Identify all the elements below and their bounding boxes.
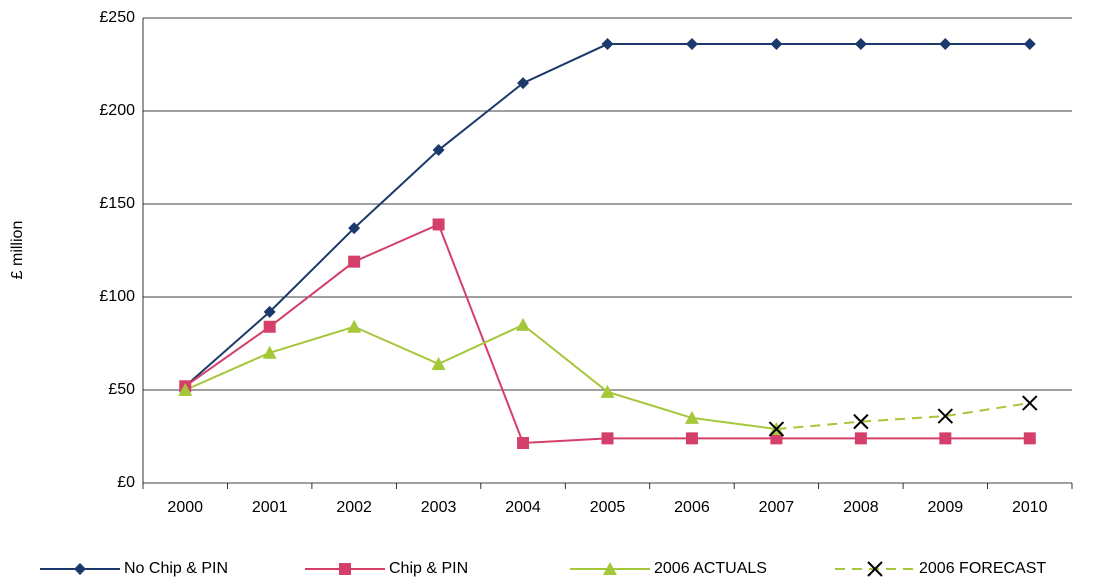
y-tick-label: £150 [99, 195, 135, 212]
series-line [776, 402, 1030, 431]
legend-label: 2006 ACTUALS [654, 560, 767, 577]
marker [263, 305, 276, 318]
series-line [184, 43, 1030, 388]
y-tick-label: £0 [117, 474, 135, 491]
marker [685, 38, 698, 51]
marker [431, 356, 446, 370]
x-tick-label: 2000 [167, 499, 203, 516]
legend-label: No Chip & PIN [124, 560, 228, 577]
marker [768, 421, 785, 437]
marker [854, 38, 867, 51]
x-tick-label: 2009 [928, 499, 964, 516]
x-tick-label: 2005 [590, 499, 626, 516]
marker [432, 218, 445, 231]
x-tick-label: 2004 [505, 499, 541, 516]
x-tick-label: 2002 [336, 499, 372, 516]
legend-label: 2006 FORECAST [919, 560, 1046, 577]
legend-marker [867, 561, 883, 577]
x-tick-label: 2006 [674, 499, 710, 516]
y-tick-label: £50 [108, 381, 135, 398]
marker [684, 410, 699, 424]
series-line [184, 223, 1030, 445]
marker [432, 144, 445, 157]
marker [939, 38, 952, 51]
marker [854, 432, 867, 445]
x-tick-label: 2001 [252, 499, 288, 516]
marker [516, 317, 531, 331]
x-tick-label: 2008 [843, 499, 879, 516]
marker [262, 345, 277, 359]
marker [1022, 395, 1038, 411]
marker [178, 383, 193, 396]
marker [263, 320, 276, 333]
series-line [184, 323, 777, 431]
legend-marker [603, 562, 617, 575]
marker [600, 384, 615, 398]
marker [1023, 38, 1036, 51]
marker [601, 38, 614, 51]
marker [517, 437, 530, 450]
marker [348, 222, 361, 235]
marker [770, 38, 783, 51]
marker [685, 432, 698, 445]
y-tick-label: £200 [99, 102, 135, 119]
y-tick-label: £250 [99, 9, 135, 26]
x-tick-label: 2003 [421, 499, 457, 516]
marker [770, 432, 783, 445]
marker [1023, 432, 1036, 445]
marker [347, 319, 362, 333]
marker [517, 77, 530, 90]
legend-marker [74, 563, 86, 575]
legend-label: Chip & PIN [389, 560, 468, 577]
marker [937, 408, 954, 424]
marker [601, 432, 614, 445]
marker [939, 432, 952, 445]
marker [853, 413, 869, 430]
legend-marker [339, 563, 351, 575]
y-axis-label: £ million [9, 221, 26, 280]
marker [348, 255, 361, 268]
x-tick-label: 2007 [759, 499, 795, 516]
y-tick-label: £100 [99, 288, 135, 305]
x-tick-label: 2010 [1012, 499, 1048, 516]
